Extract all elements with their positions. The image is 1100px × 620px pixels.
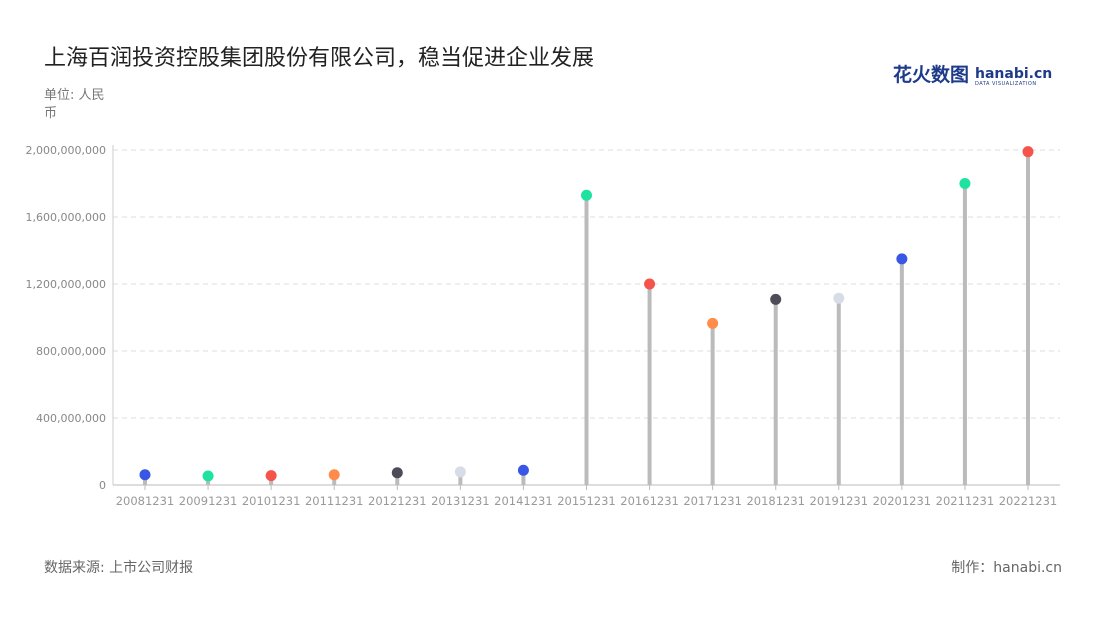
logo: 花火数图 hanabi.cn DATA VISUALIZATION	[893, 60, 1052, 87]
lollipop-dot	[265, 470, 277, 482]
data-source: 数据来源: 上市公司财报	[44, 560, 194, 576]
lollipop-dot	[202, 470, 214, 482]
lollipop-dot	[139, 469, 151, 481]
x-tick-label: 20141231	[494, 494, 553, 508]
logo-cn: 花火数图	[893, 64, 970, 86]
x-tick-label: 20111231	[305, 494, 364, 508]
x-tick-label: 20121231	[368, 494, 427, 508]
x-tick-label: 20151231	[557, 494, 616, 508]
x-tick-label: 20171231	[683, 494, 742, 508]
logo-en: hanabi.cn	[975, 66, 1053, 82]
x-tick-label: 20221231	[999, 494, 1058, 508]
lollipop-dot	[896, 253, 908, 265]
y-tick-label: 800,000,000	[36, 345, 106, 358]
unit-label: 单位: 人民币	[44, 88, 105, 121]
chart-title: 上海百润投资控股集团股份有限公司，稳当促进企业发展	[44, 46, 595, 71]
y-tick-label: 0	[99, 479, 106, 492]
x-tick-label: 20131231	[431, 494, 490, 508]
lollipop-dot	[833, 292, 845, 304]
x-tick-label: 20201231	[873, 494, 932, 508]
lollipop-dot	[328, 469, 340, 481]
y-tick-label: 2,000,000,000	[26, 144, 106, 157]
x-tick-label: 20211231	[936, 494, 995, 508]
y-tick-label: 1,200,000,000	[26, 278, 106, 291]
x-tick-label: 20101231	[242, 494, 301, 508]
lollipop-dot	[454, 466, 466, 478]
x-tick-label: 20081231	[116, 494, 175, 508]
lollipop-dot	[707, 317, 719, 329]
lollipop-dot	[1022, 146, 1034, 158]
y-tick-label: 1,600,000,000	[26, 211, 106, 224]
lollipop-dot	[770, 293, 782, 305]
lollipop-dot	[517, 464, 529, 476]
x-tick-label: 20191231	[810, 494, 869, 508]
credit: 制作：hanabi.cn	[951, 560, 1062, 576]
x-tick-label: 20181231	[746, 494, 805, 508]
lollipop-dot	[644, 278, 656, 290]
x-tick-label: 20161231	[620, 494, 679, 508]
x-tick-label: 20091231	[179, 494, 238, 508]
lollipop-dot	[391, 467, 403, 479]
logo-tagline: DATA VISUALIZATION	[975, 81, 1037, 87]
lollipop-dot	[959, 178, 971, 189]
logo-en-block: hanabi.cn DATA VISUALIZATION	[975, 67, 1052, 87]
lollipop-dot	[581, 189, 592, 201]
y-tick-label: 400,000,000	[36, 412, 106, 425]
